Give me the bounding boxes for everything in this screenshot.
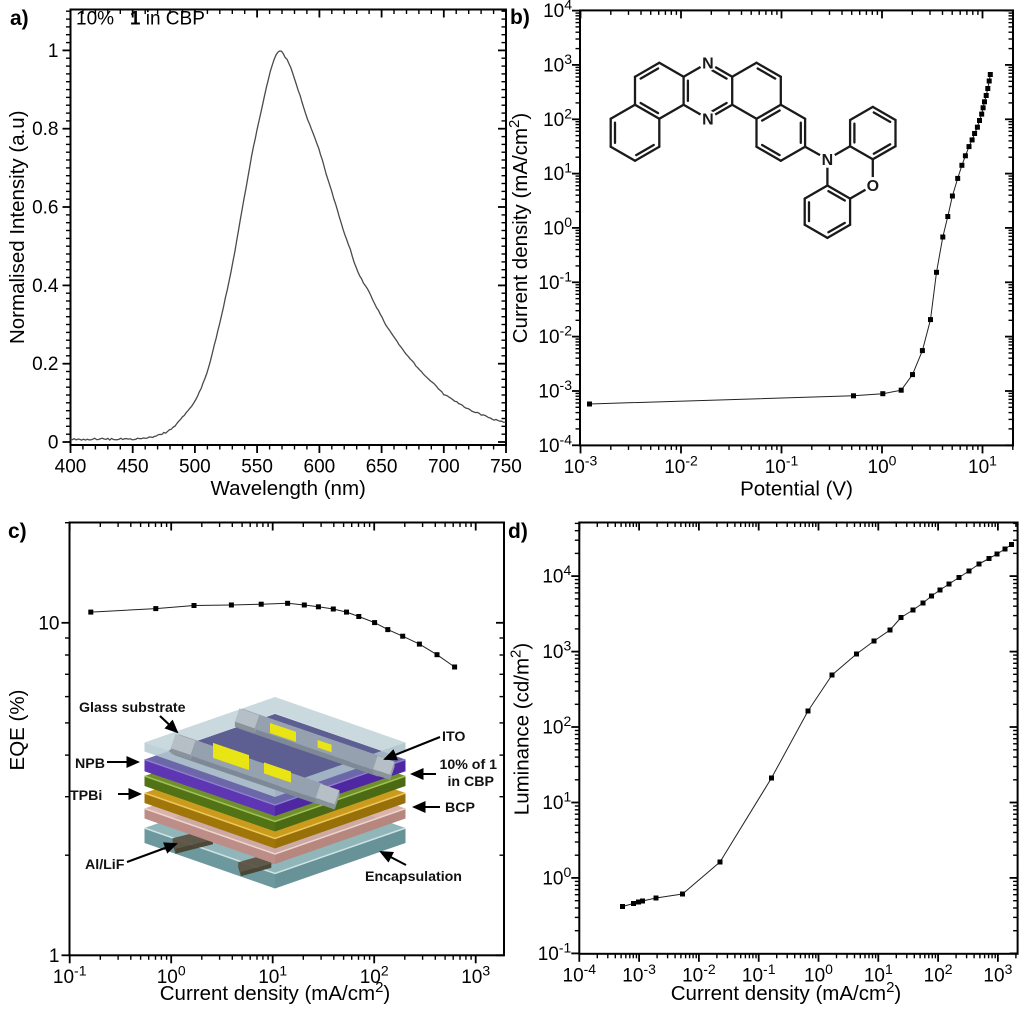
svg-text:Encapsulation: Encapsulation <box>365 869 462 885</box>
svg-text:500: 500 <box>179 457 211 478</box>
svg-text:Potential (V): Potential (V) <box>740 477 853 500</box>
svg-text:650: 650 <box>366 457 398 478</box>
svg-text:NPB: NPB <box>75 756 105 772</box>
svg-text:104: 104 <box>542 562 571 588</box>
svg-text:a): a) <box>10 7 29 30</box>
svg-text:10-4: 10-4 <box>563 961 597 987</box>
svg-text:101: 101 <box>968 452 997 478</box>
svg-text:BCP: BCP <box>445 800 475 816</box>
svg-text:0.8: 0.8 <box>32 119 58 140</box>
svg-text:O: O <box>867 178 879 195</box>
svg-text:Current density (mA/cm2): Current density (mA/cm2) <box>506 113 532 343</box>
svg-text:103: 103 <box>461 962 490 988</box>
svg-text:700: 700 <box>428 457 460 478</box>
svg-text:100: 100 <box>542 864 571 890</box>
svg-text:N: N <box>702 112 714 129</box>
svg-text:450: 450 <box>117 457 149 478</box>
svg-text:750: 750 <box>490 457 522 478</box>
svg-text:c): c) <box>8 520 27 543</box>
svg-text:b): b) <box>510 6 530 29</box>
svg-text:1: 1 <box>49 946 60 967</box>
svg-text:Normalised Intensity (a.u): Normalised Intensity (a.u) <box>6 110 29 344</box>
svg-text:0.6: 0.6 <box>32 198 58 219</box>
svg-text:Glass substrate: Glass substrate <box>79 700 186 716</box>
svg-text:Luminance (cd/m2): Luminance (cd/m2) <box>508 643 534 815</box>
svg-text:N: N <box>822 152 834 169</box>
svg-text:10% 1 in CBP: 10% 1 in CBP <box>76 9 205 30</box>
svg-text:10: 10 <box>38 613 59 634</box>
svg-text:550: 550 <box>241 457 273 478</box>
svg-text:10% of 1: 10% of 1 <box>439 757 497 773</box>
svg-text:0.4: 0.4 <box>32 276 59 297</box>
svg-text:0: 0 <box>48 433 59 454</box>
svg-text:Al/LiF: Al/LiF <box>85 857 125 873</box>
svg-text:100: 100 <box>804 961 833 987</box>
svg-text:N: N <box>702 56 714 73</box>
svg-text:Current density (mA/cm2): Current density (mA/cm2) <box>160 979 390 1005</box>
svg-text:EQE (%): EQE (%) <box>6 690 29 771</box>
svg-text:in CBP: in CBP <box>447 774 494 790</box>
svg-text:d): d) <box>508 520 528 543</box>
svg-text:0.2: 0.2 <box>32 354 58 375</box>
svg-text:600: 600 <box>304 457 336 478</box>
svg-text:1: 1 <box>48 41 59 62</box>
svg-text:TPBi: TPBi <box>70 788 102 804</box>
svg-text:ITO: ITO <box>442 729 465 745</box>
svg-text:10-1: 10-1 <box>765 452 799 478</box>
svg-text:Wavelength (nm): Wavelength (nm) <box>211 477 366 500</box>
svg-text:Current density (mA/cm2): Current density (mA/cm2) <box>671 979 901 1005</box>
svg-text:400: 400 <box>55 457 87 478</box>
